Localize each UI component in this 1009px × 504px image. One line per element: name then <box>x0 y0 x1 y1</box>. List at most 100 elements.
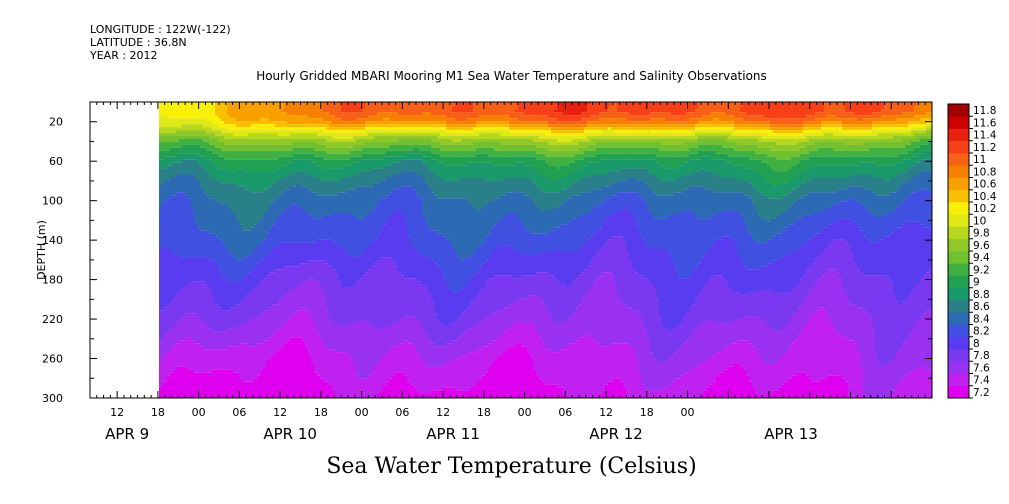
temperature-band <box>851 304 855 341</box>
temperature-band <box>428 102 432 113</box>
temperature-band <box>293 186 297 205</box>
temperature-band <box>488 102 492 116</box>
temperature-band <box>542 133 546 139</box>
temperature-band <box>527 102 531 116</box>
temperature-band <box>284 112 288 122</box>
temperature-band <box>542 159 546 175</box>
temperature-band <box>890 147 894 157</box>
temperature-band <box>476 121 480 125</box>
temperature-band <box>410 343 414 385</box>
temperature-band <box>827 133 831 139</box>
temperature-band <box>857 136 861 139</box>
temperature-band <box>476 162 480 178</box>
temperature-band <box>653 133 657 137</box>
temperature-band <box>893 115 897 122</box>
temperature-band <box>740 340 744 367</box>
temperature-band <box>806 168 810 181</box>
temperature-band <box>470 387 474 398</box>
temperature-band <box>287 174 291 190</box>
temperature-band <box>215 153 219 166</box>
temperature-band <box>407 316 411 344</box>
temperature-band <box>497 130 501 134</box>
temperature-band <box>407 153 411 160</box>
temperature-band <box>416 159 420 175</box>
temperature-band <box>857 186 861 202</box>
temperature-band <box>296 141 300 148</box>
temperature-band <box>248 127 252 131</box>
temperature-band <box>554 118 558 125</box>
temperature-band <box>356 124 360 128</box>
temperature-band <box>551 150 555 157</box>
temperature-band <box>869 136 873 139</box>
temperature-band <box>551 319 555 353</box>
temperature-band <box>242 102 246 122</box>
temperature-band <box>611 102 615 119</box>
temperature-band <box>326 195 330 216</box>
temperature-band <box>692 136 696 139</box>
temperature-band <box>227 133 231 139</box>
temperature-band <box>575 130 579 134</box>
temperature-band <box>815 118 819 125</box>
temperature-band <box>803 372 807 398</box>
temperature-band <box>560 141 564 145</box>
temperature-band <box>497 115 501 122</box>
temperature-band <box>446 239 450 285</box>
temperature-band <box>890 177 894 193</box>
temperature-band <box>779 136 783 139</box>
temperature-band <box>770 102 774 119</box>
temperature-band <box>293 153 297 160</box>
temperature-band <box>545 124 549 128</box>
temperature-band <box>338 325 342 353</box>
temperature-band <box>539 337 543 379</box>
temperature-band <box>791 204 795 225</box>
temperature-band <box>320 150 324 157</box>
temperature-band <box>866 124 870 128</box>
temperature-band <box>497 275 501 311</box>
temperature-band <box>722 124 726 128</box>
temperature-band <box>620 118 624 125</box>
temperature-band <box>650 352 654 391</box>
temperature-band <box>884 102 888 104</box>
temperature-band <box>716 275 720 323</box>
temperature-band <box>773 139 777 142</box>
temperature-band <box>344 141 348 148</box>
temperature-band <box>485 260 489 282</box>
temperature-band <box>206 102 210 122</box>
temperature-band <box>407 124 411 128</box>
temperature-band <box>884 180 888 196</box>
temperature-band <box>146 349 150 382</box>
temperature-band <box>614 102 618 119</box>
temperature-band <box>572 115 576 122</box>
temperature-band <box>707 189 711 219</box>
temperature-band <box>335 127 339 131</box>
temperature-band <box>374 168 378 184</box>
temperature-band <box>281 242 285 270</box>
temperature-band <box>566 198 570 222</box>
temperature-band <box>470 156 474 163</box>
temperature-band <box>323 159 327 169</box>
temperature-band <box>302 153 306 160</box>
temperature-band <box>314 141 318 151</box>
temperature-band <box>380 159 384 169</box>
temperature-band <box>185 136 189 139</box>
temperature-band <box>377 183 381 202</box>
temperature-band <box>290 127 294 131</box>
temperature-band <box>491 139 495 142</box>
temperature-band <box>635 159 639 169</box>
temperature-band <box>449 180 453 199</box>
temperature-band <box>794 124 798 128</box>
temperature-band <box>848 112 852 119</box>
temperature-band <box>449 124 453 128</box>
temperature-band <box>191 340 195 370</box>
temperature-band <box>860 144 864 151</box>
temperature-band <box>842 287 846 338</box>
temperature-band <box>545 121 549 125</box>
temperature-band <box>872 215 876 243</box>
temperature-band <box>719 239 723 276</box>
temperature-band <box>524 165 528 178</box>
temperature-band <box>731 322 735 344</box>
temperature-band <box>488 316 492 344</box>
temperature-band <box>428 121 432 125</box>
temperature-band <box>242 136 246 139</box>
temperature-band <box>497 133 501 139</box>
